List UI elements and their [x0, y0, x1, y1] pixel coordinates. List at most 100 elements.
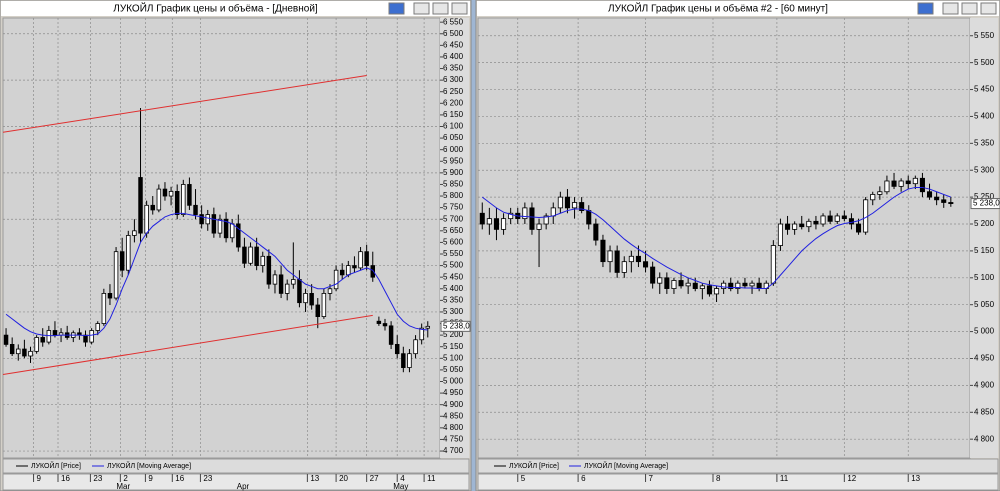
x-tick-label: 4	[400, 474, 405, 483]
candle-body	[89, 330, 94, 343]
candle-body	[706, 285, 712, 295]
candle-body	[735, 282, 741, 289]
candle-body	[827, 215, 833, 222]
candle-body	[22, 348, 27, 357]
candle-body	[593, 223, 599, 241]
price-axis	[970, 18, 998, 458]
title-bar	[1, 1, 470, 16]
maximize-button[interactable]	[432, 2, 449, 15]
candle-body	[3, 334, 9, 345]
candle-body	[388, 325, 394, 345]
last-value-box	[440, 320, 471, 332]
moving-average	[481, 186, 952, 290]
candle-body	[297, 279, 302, 304]
y-tick-label: 5 500	[443, 261, 464, 270]
candle-body	[327, 288, 333, 294]
candle-body	[358, 251, 363, 269]
candle-body	[607, 250, 613, 263]
candle-body	[284, 283, 290, 294]
candle-body	[770, 245, 776, 284]
candle-body	[339, 269, 345, 276]
y-tick-label: 6 150	[443, 110, 464, 119]
candle-body	[884, 180, 890, 193]
y-tick-label: 6 050	[443, 133, 464, 142]
y-tick-label: 6 500	[443, 29, 464, 38]
candle-body	[891, 180, 897, 187]
candle-body	[162, 188, 168, 197]
y-tick-label: 5 450	[974, 85, 995, 94]
x-tick-label: 20	[339, 474, 348, 483]
x-tick-label: 16	[175, 474, 184, 483]
month-label: Apr	[237, 482, 250, 491]
y-tick-label: 5 150	[974, 246, 995, 255]
candle-body	[113, 251, 119, 299]
candle-body	[223, 218, 229, 239]
candle-body	[664, 277, 670, 289]
candle-body	[46, 330, 52, 343]
close-button[interactable]	[451, 2, 468, 15]
candle-body	[714, 288, 720, 295]
y-tick-label: 5 750	[443, 203, 464, 212]
maximize-button[interactable]	[961, 2, 978, 15]
minimize-button[interactable]	[942, 2, 959, 15]
x-tick-label: 6	[581, 474, 586, 483]
candle-body	[820, 215, 826, 225]
minimize-button[interactable]	[413, 2, 430, 15]
candle-body	[486, 218, 492, 225]
y-tick-label: 5 350	[974, 138, 995, 147]
candle-body	[352, 265, 357, 269]
candle-body	[699, 285, 705, 289]
close-button[interactable]	[980, 2, 997, 15]
x-tick-label: 27	[370, 474, 379, 483]
candle-body	[685, 282, 691, 287]
candle-body	[749, 282, 755, 287]
candle-body	[586, 210, 592, 225]
candle-body	[309, 293, 314, 306]
candle-body	[493, 218, 499, 230]
title-bar	[477, 1, 999, 16]
y-tick-label: 4 850	[974, 407, 995, 416]
y-tick-label: 6 350	[443, 64, 464, 73]
y-tick-label: 5 000	[443, 377, 464, 386]
y-tick-label: 5 300	[974, 165, 995, 174]
x-tick-label: 23	[203, 474, 212, 483]
candle-body	[217, 218, 223, 234]
y-tick-label: 5 850	[443, 180, 464, 189]
y-tick-label: 5 300	[443, 307, 464, 316]
candle-body	[543, 215, 549, 225]
x-tick-label: 11	[427, 474, 436, 483]
y-tick-label: 5 250	[974, 192, 995, 201]
candle-body	[144, 204, 149, 234]
candle-body	[912, 177, 918, 185]
candle-body	[877, 191, 883, 195]
pin-button[interactable]	[388, 2, 405, 15]
candle-body	[132, 230, 137, 236]
y-tick-label: 4 950	[974, 354, 995, 363]
candle-body	[621, 261, 627, 273]
legend-label: ЛУКОЙЛ [Price]	[509, 461, 559, 470]
candle-body	[564, 196, 570, 209]
candle-body	[138, 177, 143, 234]
candle-body	[927, 191, 933, 198]
y-tick-label: 5 950	[443, 156, 464, 165]
candle-body	[278, 274, 284, 294]
candle-body	[425, 325, 431, 329]
candle-body	[419, 327, 424, 341]
candle-body	[905, 180, 911, 185]
candle-body	[508, 212, 514, 220]
candle-body	[948, 202, 954, 204]
y-tick-label: 5 050	[443, 365, 464, 374]
candle-body	[572, 202, 578, 209]
x-tick-label: 5	[521, 474, 526, 483]
candle-body	[536, 223, 542, 230]
candle-body	[643, 261, 649, 268]
legend-strip	[2, 458, 470, 474]
y-tick-label: 5 000	[974, 327, 995, 336]
candle-body	[28, 350, 33, 357]
month-label: Mar	[116, 482, 130, 491]
window-title: ЛУКОЙЛ График цены и объёма #2 - [60 мин…	[608, 2, 828, 15]
pin-button[interactable]	[917, 2, 934, 15]
candle-body	[52, 330, 58, 336]
y-tick-label: 5 150	[443, 342, 464, 351]
y-tick-label: 6 550	[443, 17, 464, 26]
